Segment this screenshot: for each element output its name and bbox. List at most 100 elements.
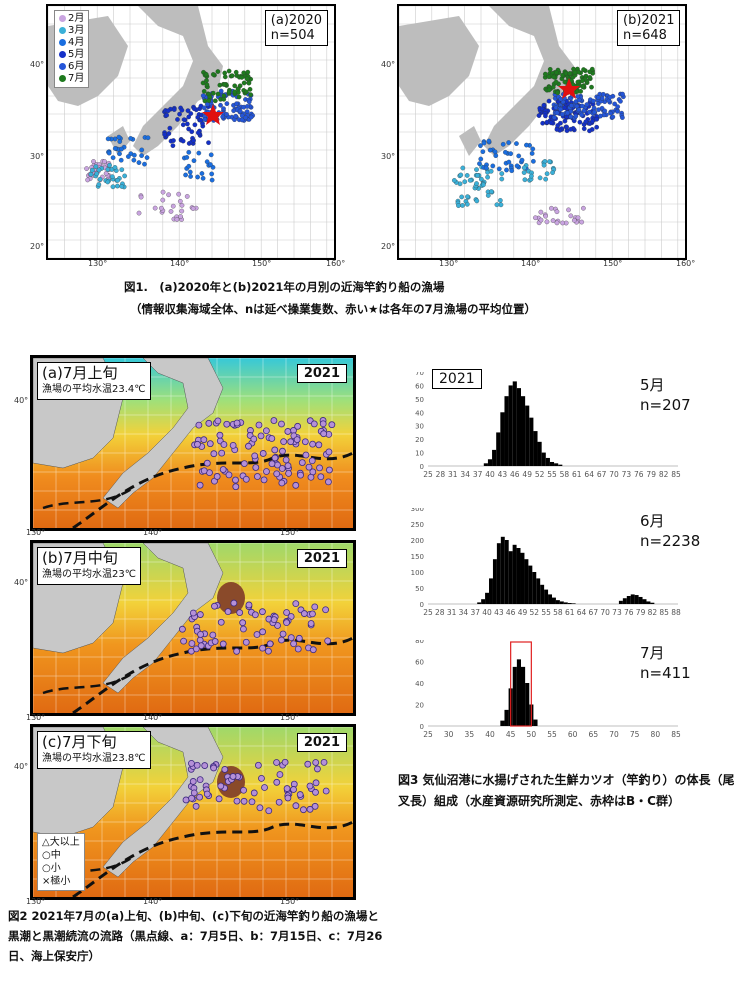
x-tick-label: 73	[612, 608, 622, 617]
x-tick-label: 88	[671, 608, 681, 617]
x-tick-label: 61	[572, 470, 582, 479]
histogram-bar	[638, 596, 643, 604]
y-tick-label: 20	[415, 702, 424, 710]
histogram-bar	[555, 600, 560, 604]
lon-160-b: 160°	[676, 259, 696, 268]
histogram-bar	[492, 449, 497, 466]
fig2-panel-title: (c)7月下旬	[42, 733, 117, 751]
fig3-histogram-2: 300 250 200 150 100 50 025 28 31 34 37 40 43 46 49 52 55…	[411, 508, 681, 617]
histogram-bar	[554, 463, 559, 466]
fig2-panel-label: (a)7月上旬 漁場の平均水温23.4℃	[37, 362, 151, 400]
f2-lon-150-c: 150°	[280, 897, 300, 906]
fig3-histogram-3: 80 60 40 20 025 30 35 40 45 50 55 60 65 70 75 80 85	[415, 640, 681, 739]
histogram-bar	[512, 381, 517, 466]
histogram-bar	[504, 709, 509, 726]
x-tick-label: 52	[535, 470, 545, 479]
histogram-bar	[622, 598, 627, 604]
histogram-bar	[525, 683, 530, 726]
x-tick-label: 60	[568, 730, 578, 739]
fig2-panel-temp: 漁場の平均水温23.4℃	[42, 384, 146, 395]
fig3-n-label: n=411	[640, 664, 691, 682]
y-tick-label: 60	[415, 659, 424, 667]
x-tick-label: 82	[659, 470, 669, 479]
histogram-bar	[544, 589, 549, 604]
x-tick-label: 34	[459, 608, 469, 617]
x-tick-label: 75	[630, 730, 640, 739]
x-tick-label: 35	[465, 730, 475, 739]
map-b-title: (b)2021	[623, 13, 675, 28]
y-tick-label: 40	[415, 680, 424, 688]
f2-lon-130-a: 130°	[26, 528, 46, 537]
x-tick-label: 58	[560, 470, 570, 479]
lon-150-b: 150°	[603, 259, 623, 268]
y-tick-label: 30	[415, 423, 424, 431]
x-tick-label: 70	[609, 730, 619, 739]
histogram-bar	[634, 595, 639, 604]
y-tick-label: 150	[411, 553, 424, 561]
fig3-month-label: 5月	[640, 376, 665, 394]
x-tick-label: 31	[447, 608, 457, 617]
x-tick-label: 85	[671, 730, 681, 739]
histogram-bar	[549, 461, 555, 466]
fig2-map-a: (a)7月上旬 漁場の平均水温23.4℃ 2021	[30, 355, 356, 531]
legend-dot-icon	[59, 14, 66, 22]
legend-item-3-month: 3月	[59, 25, 84, 37]
histogram-bar	[563, 602, 568, 604]
lat-20-a: 20°	[30, 242, 45, 251]
legend-item-4-month: 4月	[59, 37, 84, 49]
x-tick-label: 46	[510, 470, 520, 479]
fig2-year-badge: 2021	[296, 364, 347, 383]
x-tick-label: 70	[609, 470, 619, 479]
f2-lon-140-a: 140°	[143, 528, 163, 537]
x-tick-label: 37	[470, 608, 480, 617]
x-tick-label: 67	[597, 470, 607, 479]
histogram-bar	[559, 601, 564, 604]
histogram-bar	[496, 432, 501, 466]
histogram-bar	[548, 594, 552, 604]
x-tick-label: 34	[460, 470, 470, 479]
histogram-bar	[481, 599, 486, 604]
fig2-map-c: (c)7月下旬 漁場の平均水温23.8℃ 2021 △大以上 ○中 ○小 ×極小	[30, 724, 356, 900]
x-tick-label: 70	[600, 608, 610, 617]
histogram-bar	[646, 601, 651, 604]
x-tick-label: 85	[659, 608, 669, 617]
y-tick-label: 250	[411, 521, 424, 529]
legend-item-5-month: 5月	[59, 49, 84, 61]
histogram-bar	[500, 536, 505, 604]
histogram-bar	[508, 385, 513, 466]
y-tick-label: 40	[415, 409, 424, 417]
lon-140-a: 140°	[170, 259, 190, 268]
x-tick-label: 82	[648, 608, 658, 617]
map-a-legend: 2月 3月 4月 5月 6月 7月	[54, 10, 90, 88]
x-tick-label: 40	[485, 730, 495, 739]
histogram-bar	[571, 603, 576, 604]
y-tick-label: 50	[415, 585, 424, 593]
fig2-panel-temp: 漁場の平均水温23.8℃	[42, 753, 146, 764]
legend-dot-icon	[59, 62, 66, 70]
y-tick-label: 20	[415, 436, 424, 444]
f2-lon-150-a: 150°	[280, 528, 300, 537]
histogram-bar	[618, 600, 623, 604]
fig2-legend-item: ○小	[42, 863, 61, 874]
histogram-bar	[533, 431, 538, 466]
lat-40-b: 40°	[381, 60, 396, 69]
histogram-bar	[516, 388, 521, 466]
histogram-bar	[567, 603, 572, 604]
histogram-bar	[516, 659, 521, 726]
x-tick-label: 55	[547, 730, 557, 739]
lat-30-a: 30°	[30, 152, 45, 161]
fig1-caption-2: （情報収集海域全体、nは延べ操業隻数、赤い★は各年の7月漁場の平均位置）	[130, 302, 536, 316]
f2-lon-140-b: 140°	[143, 713, 163, 722]
histogram-bar	[545, 457, 550, 466]
fig2-panel-label: (c)7月下旬漁場の平均水温23.8℃	[37, 731, 151, 769]
y-tick-label: 0	[420, 723, 424, 731]
x-tick-label: 40	[482, 608, 492, 617]
histogram-bar	[529, 417, 534, 466]
fig2-caption: 図2 2021年7月の(a)上旬、(b)中旬、(c)下旬の近海竿釣り船の漁場と黒…	[8, 909, 383, 963]
histogram-bar	[558, 464, 563, 466]
f2-lon-130-c: 130°	[26, 897, 46, 906]
histogram-bar	[477, 602, 482, 604]
map-b-label: (b)2021 n=648	[617, 10, 681, 46]
lon-160-a: 160°	[326, 259, 346, 268]
histogram-bar	[512, 544, 517, 604]
